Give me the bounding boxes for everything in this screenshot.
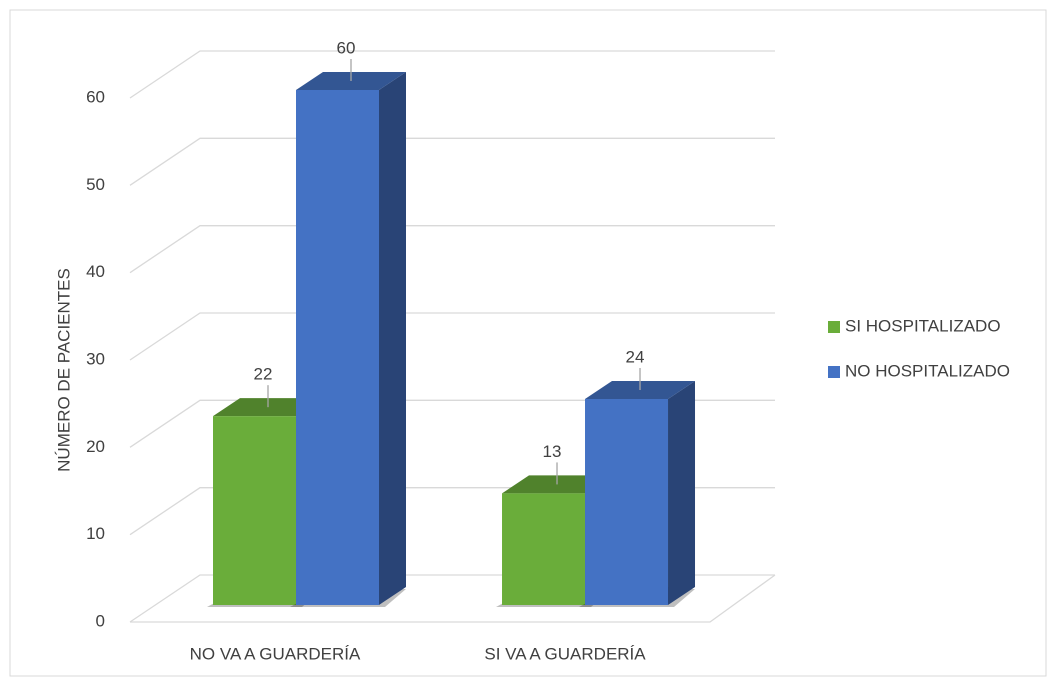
y-tick-label: 0	[96, 611, 105, 630]
grid-line	[129, 399, 775, 448]
y-axis-title: NÚMERO DE PACIENTES	[54, 268, 73, 472]
y-tick-label: 30	[86, 349, 105, 368]
bar	[296, 72, 406, 605]
y-tick-label: 60	[86, 87, 105, 106]
y-tick-label: 10	[86, 524, 105, 543]
bar-side	[668, 381, 696, 605]
floor-edge	[130, 574, 776, 623]
grid-line	[129, 50, 775, 99]
y-tick-label: 50	[86, 175, 105, 194]
y-tick-label: 20	[86, 437, 105, 456]
bar-front	[502, 493, 586, 605]
data-label: 60	[337, 38, 356, 57]
legend-label: NO HOSPITALIZADO	[845, 361, 1010, 380]
x-tick-label: SI VA A GUARDERÍA	[484, 644, 646, 663]
bar-side	[379, 72, 406, 605]
x-tick-label: NO VA A GUARDERÍA	[190, 644, 361, 663]
bar-front	[296, 90, 379, 605]
bar-front	[213, 416, 296, 605]
legend-label: SI HOSPITALIZADO	[845, 316, 1001, 335]
data-label: 24	[626, 347, 645, 366]
legend-swatch	[828, 321, 840, 333]
bar-front	[585, 399, 669, 605]
bar	[585, 381, 696, 605]
legend-swatch	[828, 366, 840, 378]
grid-line	[129, 225, 775, 274]
grid-line	[129, 137, 775, 186]
data-label: 13	[543, 442, 562, 461]
grid-line	[129, 312, 775, 361]
y-tick-label: 40	[86, 262, 105, 281]
data-label: 22	[254, 365, 273, 384]
